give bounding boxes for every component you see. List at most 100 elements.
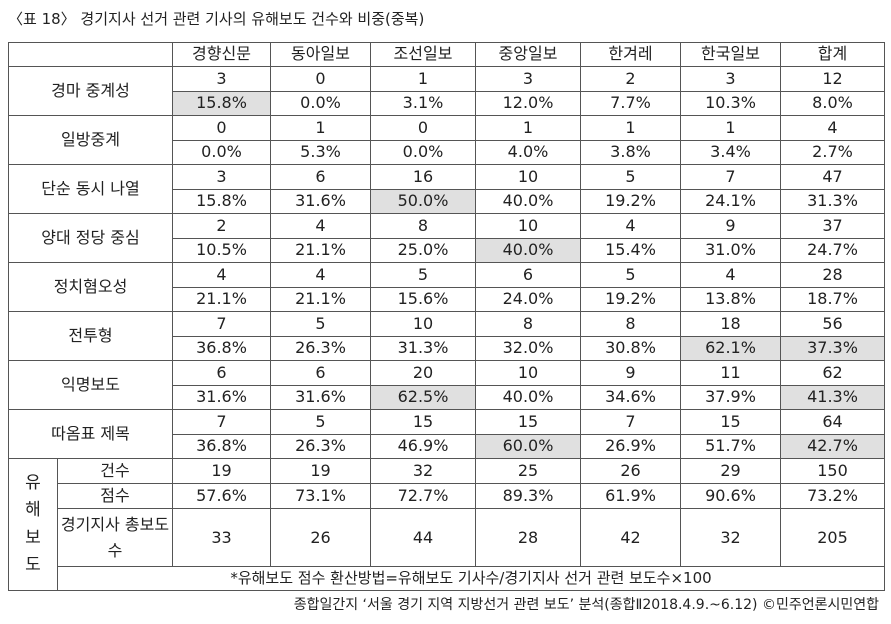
percent-cell: 21.1% — [172, 286, 271, 312]
percent-cell: 13.8% — [680, 286, 781, 312]
table-row: *유해보도 점수 환산방법=유해보도 기사수/경기지사 선거 관련 보도수×10… — [9, 566, 885, 591]
row-label: 양대 정당 중심 — [8, 213, 173, 263]
count-cell: 3 — [172, 164, 271, 190]
count-cell: 6 — [172, 360, 271, 386]
percent-cell: 18.7% — [780, 286, 885, 312]
count-cell: 0 — [270, 66, 371, 92]
row-label: 일방중계 — [8, 115, 173, 165]
table-row: 0.0% 5.3% 0.0% 4.0% 3.8% 3.4% 2.7% — [9, 139, 885, 165]
table-row: 점수 57.6% 73.1% 72.7% 89.3% 61.9% 90.6% 73.2% — [9, 483, 885, 509]
percent-cell: 19.2% — [580, 188, 681, 214]
percent-cell: 21.1% — [270, 237, 371, 263]
column-header: 한국일보 — [680, 42, 781, 67]
count-cell: 1 — [370, 66, 476, 92]
summary-row-label: 점수 — [57, 483, 173, 509]
percent-cell: 15.6% — [370, 286, 476, 312]
percent-cell: 0.0% — [370, 139, 476, 165]
summary-label: 유해보도 — [8, 458, 58, 591]
row-label: 익명보도 — [8, 360, 173, 410]
corner-cell — [8, 42, 173, 67]
summary-cell: 150 — [780, 458, 885, 484]
table-row: 경기지사 총보도수 33 26 44 28 42 32 205 — [9, 508, 885, 567]
percent-cell: 31.6% — [172, 384, 271, 410]
summary-cell: 28 — [475, 508, 581, 567]
summary-cell: 19 — [270, 458, 371, 484]
percent-cell: 62.1% — [680, 335, 781, 361]
percent-cell: 2.7% — [780, 139, 885, 165]
table-row: 일방중계 0 1 0 1 1 1 4 — [8, 115, 885, 165]
summary-cell: 90.6% — [680, 483, 781, 509]
table-row: 양대 정당 중심 2 4 8 10 4 9 37 — [8, 213, 885, 263]
percent-cell: 36.8% — [172, 433, 271, 459]
count-cell: 4 — [680, 262, 781, 288]
summary-cell: 61.9% — [580, 483, 681, 509]
count-cell: 5 — [270, 311, 371, 337]
percent-cell: 24.1% — [680, 188, 781, 214]
percent-cell: 34.6% — [580, 384, 681, 410]
table-row: 31.6% 31.6% 62.5% 40.0% 34.6% 37.9% 41.3% — [9, 384, 885, 410]
count-cell: 9 — [580, 360, 681, 386]
table-row: 36.8% 26.3% 46.9% 60.0% 26.9% 51.7% 42.7% — [9, 433, 885, 459]
table-row: 전투형 7 5 10 8 8 18 56 — [8, 311, 885, 361]
table-row: 정치혐오성 4 4 5 6 5 4 28 — [8, 262, 885, 312]
summary-cell: 57.6% — [172, 483, 271, 509]
percent-cell: 26.9% — [580, 433, 681, 459]
count-cell: 0 — [172, 115, 271, 141]
percent-cell: 60.0% — [475, 433, 581, 459]
percent-cell: 42.7% — [780, 433, 885, 459]
count-cell: 20 — [370, 360, 476, 386]
summary-cell: 89.3% — [475, 483, 581, 509]
percent-cell: 46.9% — [370, 433, 476, 459]
percent-cell: 15.4% — [580, 237, 681, 263]
count-cell: 15 — [680, 409, 781, 435]
column-header: 한겨레 — [580, 42, 681, 67]
percent-cell: 3.8% — [580, 139, 681, 165]
count-cell: 4 — [780, 115, 885, 141]
percent-cell: 25.0% — [370, 237, 476, 263]
percent-cell: 32.0% — [475, 335, 581, 361]
percent-cell: 3.4% — [680, 139, 781, 165]
summary-cell: 205 — [780, 508, 885, 567]
column-header: 경향신문 — [172, 42, 271, 67]
table-row: 익명보도 6 6 20 10 9 11 62 — [8, 360, 885, 410]
summary-label-text: 유해보도 — [25, 473, 41, 575]
count-cell: 2 — [172, 213, 271, 239]
percent-cell: 37.9% — [680, 384, 781, 410]
percent-cell: 10.3% — [680, 90, 781, 116]
count-cell: 16 — [370, 164, 476, 190]
count-cell: 15 — [475, 409, 581, 435]
percent-cell: 21.1% — [270, 286, 371, 312]
percent-cell: 12.0% — [475, 90, 581, 116]
count-cell: 3 — [680, 66, 781, 92]
percent-cell: 7.7% — [580, 90, 681, 116]
percent-cell: 40.0% — [475, 384, 581, 410]
table-row: 36.8% 26.3% 31.3% 32.0% 30.8% 62.1% 37.3% — [9, 335, 885, 361]
count-cell: 1 — [580, 115, 681, 141]
percent-cell: 24.0% — [475, 286, 581, 312]
column-header: 합계 — [780, 42, 885, 67]
count-cell: 4 — [270, 262, 371, 288]
count-cell: 6 — [475, 262, 581, 288]
count-cell: 6 — [270, 360, 371, 386]
percent-cell: 0.0% — [270, 90, 371, 116]
table-row: 경향신문 동아일보 조선일보 중앙일보 한겨레 한국일보 합계 — [8, 42, 885, 67]
row-label: 전투형 — [8, 311, 173, 361]
count-cell: 7 — [172, 409, 271, 435]
count-cell: 1 — [270, 115, 371, 141]
percent-cell: 19.2% — [580, 286, 681, 312]
count-cell: 5 — [270, 409, 371, 435]
percent-cell: 41.3% — [780, 384, 885, 410]
table-row: 따옴표 제목 7 5 15 15 7 15 64 — [8, 409, 885, 459]
percent-cell: 31.0% — [680, 237, 781, 263]
count-cell: 37 — [780, 213, 885, 239]
summary-cell: 73.1% — [270, 483, 371, 509]
percent-cell: 0.0% — [172, 139, 271, 165]
row-label: 경마 중계성 — [8, 66, 173, 116]
method-note: *유해보도 점수 환산방법=유해보도 기사수/경기지사 선거 관련 보도수×10… — [57, 566, 885, 591]
table-row: 15.8% 31.6% 50.0% 40.0% 19.2% 24.1% 31.3% — [9, 188, 885, 214]
count-cell: 8 — [580, 311, 681, 337]
count-cell: 3 — [475, 66, 581, 92]
percent-cell: 36.8% — [172, 335, 271, 361]
count-cell: 9 — [680, 213, 781, 239]
column-header: 동아일보 — [270, 42, 371, 67]
